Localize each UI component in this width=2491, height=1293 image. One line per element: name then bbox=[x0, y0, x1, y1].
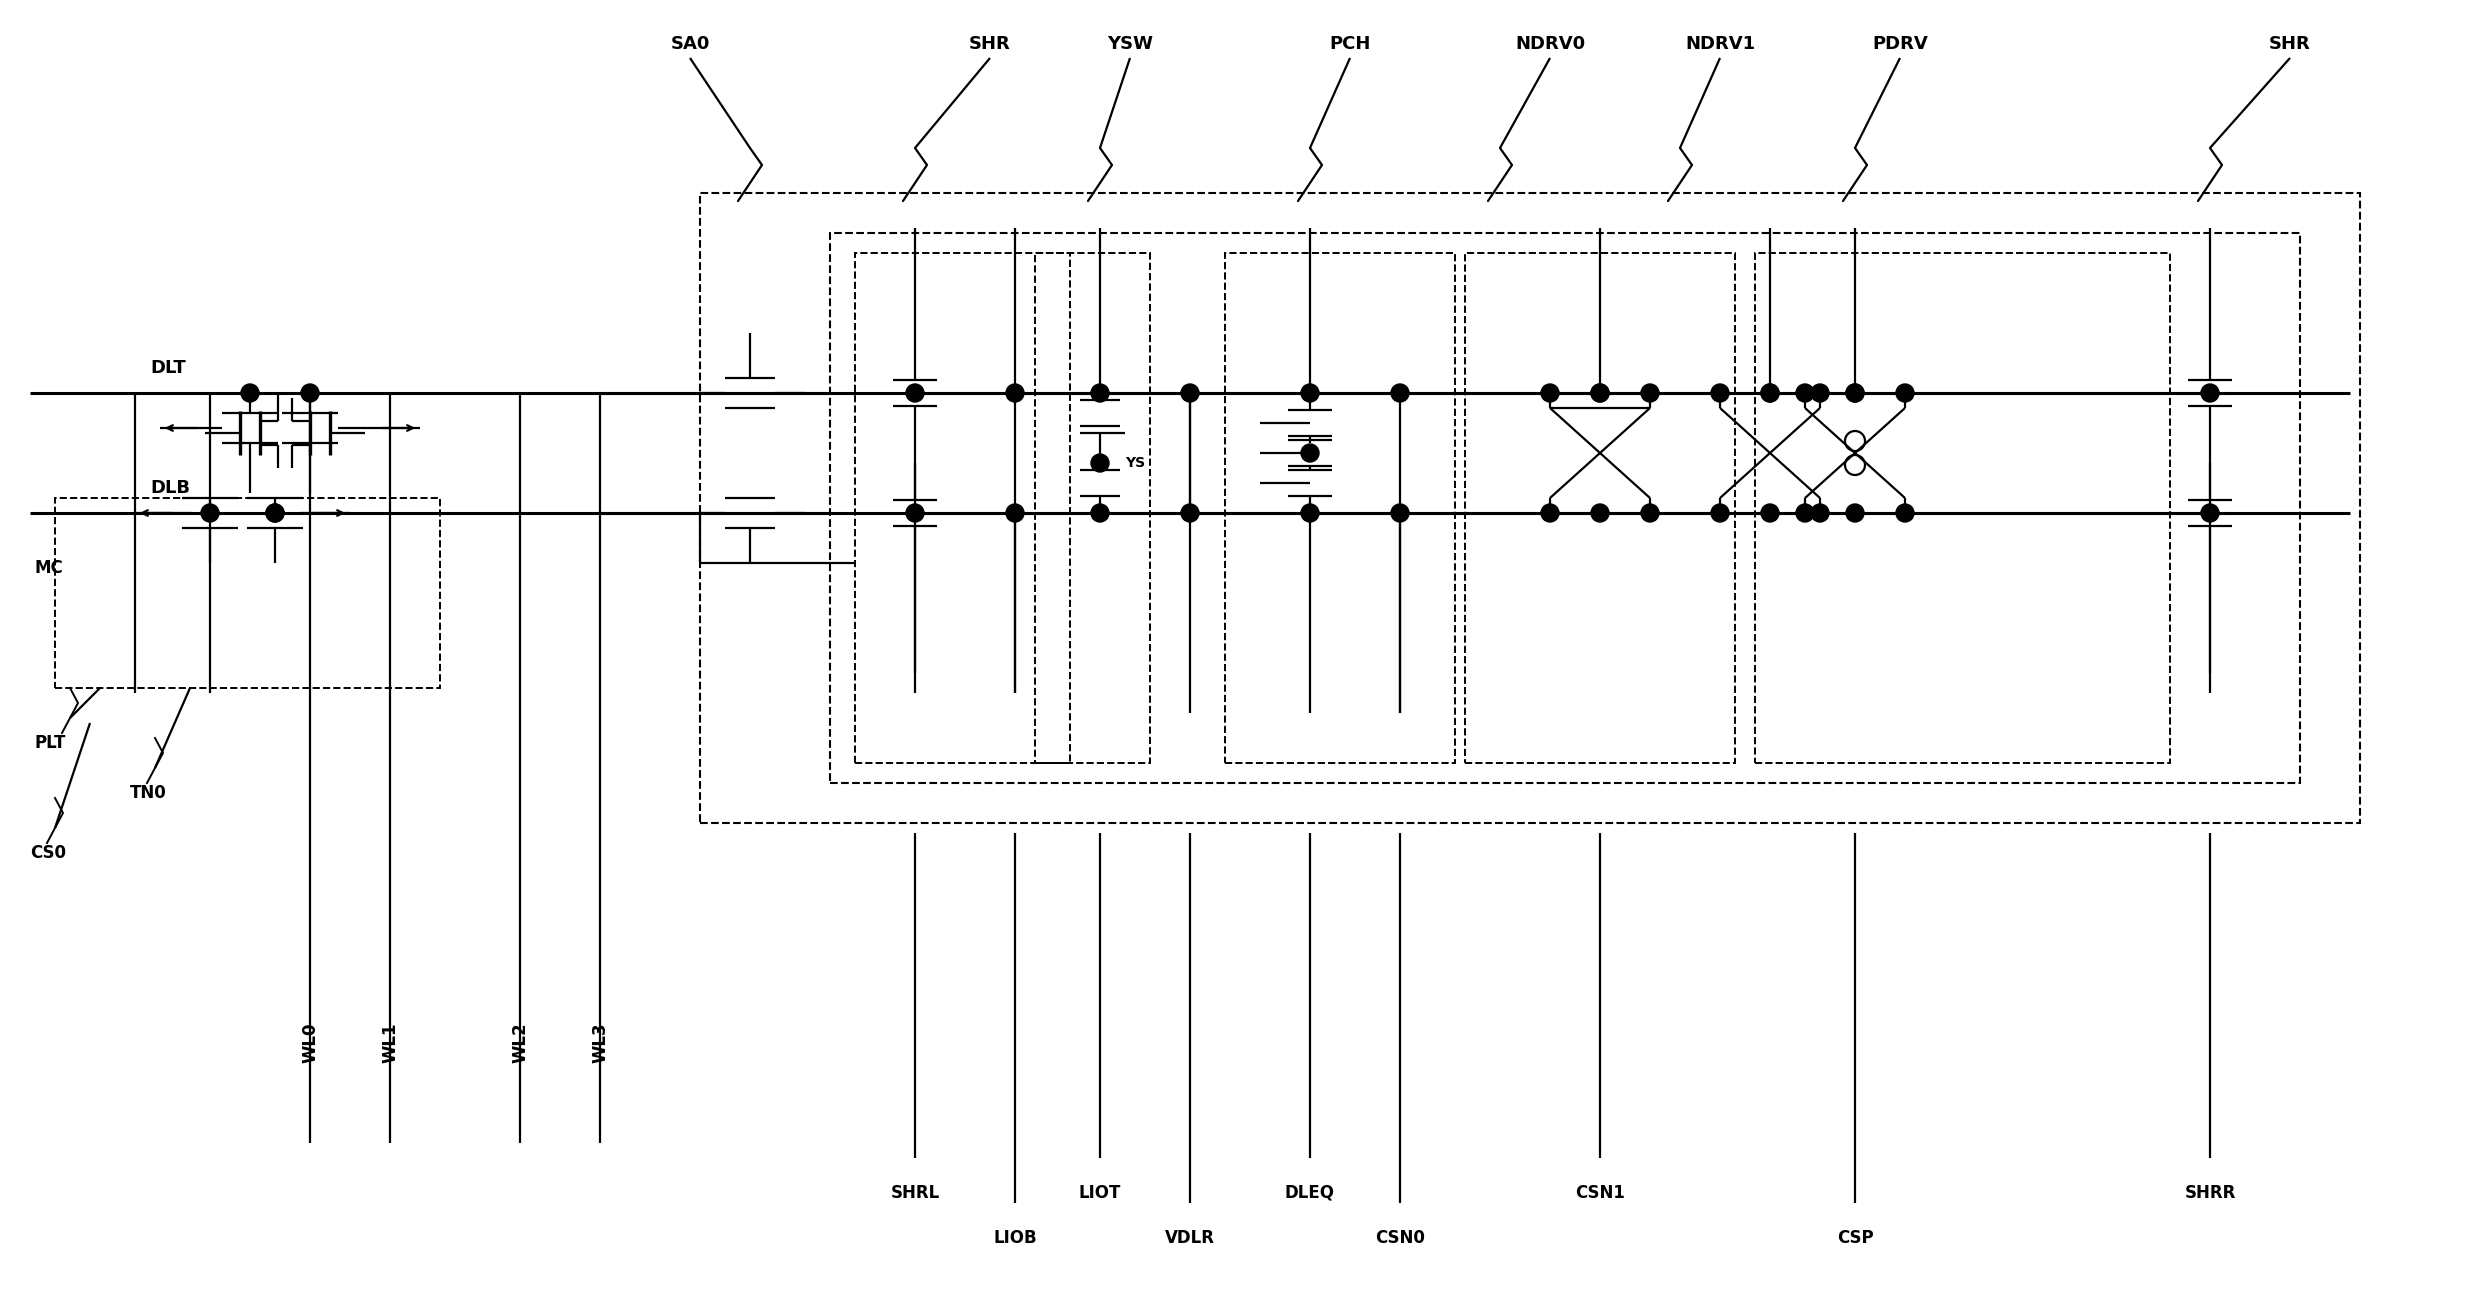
Text: PDRV: PDRV bbox=[1873, 35, 1928, 53]
Circle shape bbox=[1592, 384, 1609, 402]
Bar bbox=[55, 498, 441, 688]
Bar bbox=[854, 253, 1071, 763]
Circle shape bbox=[1711, 504, 1729, 522]
Circle shape bbox=[1761, 504, 1779, 522]
Circle shape bbox=[1846, 504, 1863, 522]
Text: SHRR: SHRR bbox=[2185, 1184, 2237, 1202]
Text: TN0: TN0 bbox=[130, 784, 167, 802]
Text: CSN1: CSN1 bbox=[1574, 1184, 1624, 1202]
Text: DLEQ: DLEQ bbox=[1285, 1184, 1335, 1202]
Text: LIOT: LIOT bbox=[1079, 1184, 1121, 1202]
Circle shape bbox=[1091, 384, 1108, 402]
Text: NDRV1: NDRV1 bbox=[1684, 35, 1756, 53]
Text: DLB: DLB bbox=[149, 478, 189, 497]
Circle shape bbox=[907, 384, 924, 402]
Circle shape bbox=[1592, 504, 1609, 522]
Text: MC: MC bbox=[35, 559, 65, 577]
Circle shape bbox=[267, 504, 284, 522]
Circle shape bbox=[202, 504, 219, 522]
Circle shape bbox=[1761, 384, 1779, 402]
Circle shape bbox=[1761, 384, 1779, 402]
Text: LIOB: LIOB bbox=[994, 1230, 1036, 1246]
Circle shape bbox=[1006, 384, 1024, 402]
Circle shape bbox=[1896, 384, 1913, 402]
Text: CSP: CSP bbox=[1836, 1230, 1873, 1246]
Circle shape bbox=[301, 384, 319, 402]
Circle shape bbox=[1300, 443, 1320, 462]
Circle shape bbox=[242, 384, 259, 402]
Text: WL2: WL2 bbox=[511, 1023, 528, 1063]
Circle shape bbox=[1592, 384, 1609, 402]
Circle shape bbox=[1181, 384, 1198, 402]
Circle shape bbox=[1796, 384, 1813, 402]
Circle shape bbox=[1811, 384, 1828, 402]
Text: SA0: SA0 bbox=[670, 35, 710, 53]
Bar bbox=[1226, 253, 1455, 763]
Circle shape bbox=[1091, 454, 1108, 472]
Circle shape bbox=[1711, 384, 1729, 402]
Text: YS: YS bbox=[1126, 456, 1146, 469]
Text: WL3: WL3 bbox=[590, 1023, 608, 1063]
Circle shape bbox=[1390, 504, 1410, 522]
Text: SHR: SHR bbox=[969, 35, 1011, 53]
Circle shape bbox=[1542, 504, 1559, 522]
Circle shape bbox=[2202, 384, 2219, 402]
Circle shape bbox=[1390, 384, 1410, 402]
Circle shape bbox=[2202, 504, 2219, 522]
Text: PLT: PLT bbox=[35, 734, 67, 753]
Circle shape bbox=[1811, 504, 1828, 522]
Bar bbox=[830, 233, 2299, 784]
Text: WL0: WL0 bbox=[301, 1023, 319, 1063]
Circle shape bbox=[1796, 504, 1813, 522]
Text: NDRV0: NDRV0 bbox=[1515, 35, 1584, 53]
Circle shape bbox=[1896, 504, 1913, 522]
Circle shape bbox=[1642, 504, 1659, 522]
Text: SHR: SHR bbox=[2269, 35, 2312, 53]
Circle shape bbox=[1091, 504, 1108, 522]
Circle shape bbox=[1181, 504, 1198, 522]
Circle shape bbox=[1846, 384, 1863, 402]
Bar bbox=[1756, 253, 2170, 763]
Text: CS0: CS0 bbox=[30, 844, 65, 862]
Bar bbox=[700, 193, 2359, 824]
Circle shape bbox=[1642, 384, 1659, 402]
Text: DLT: DLT bbox=[149, 359, 187, 378]
Circle shape bbox=[1542, 384, 1559, 402]
Bar bbox=[1465, 253, 1736, 763]
Circle shape bbox=[907, 504, 924, 522]
Text: PCH: PCH bbox=[1330, 35, 1370, 53]
Text: CSN0: CSN0 bbox=[1375, 1230, 1425, 1246]
Circle shape bbox=[1846, 384, 1863, 402]
Circle shape bbox=[1006, 504, 1024, 522]
Circle shape bbox=[1300, 504, 1320, 522]
Text: SHRL: SHRL bbox=[889, 1184, 939, 1202]
Circle shape bbox=[267, 504, 284, 522]
Text: VDLR: VDLR bbox=[1166, 1230, 1216, 1246]
Bar bbox=[1034, 253, 1151, 763]
Circle shape bbox=[1300, 384, 1320, 402]
Text: YSW: YSW bbox=[1106, 35, 1153, 53]
Text: WL1: WL1 bbox=[381, 1023, 399, 1063]
